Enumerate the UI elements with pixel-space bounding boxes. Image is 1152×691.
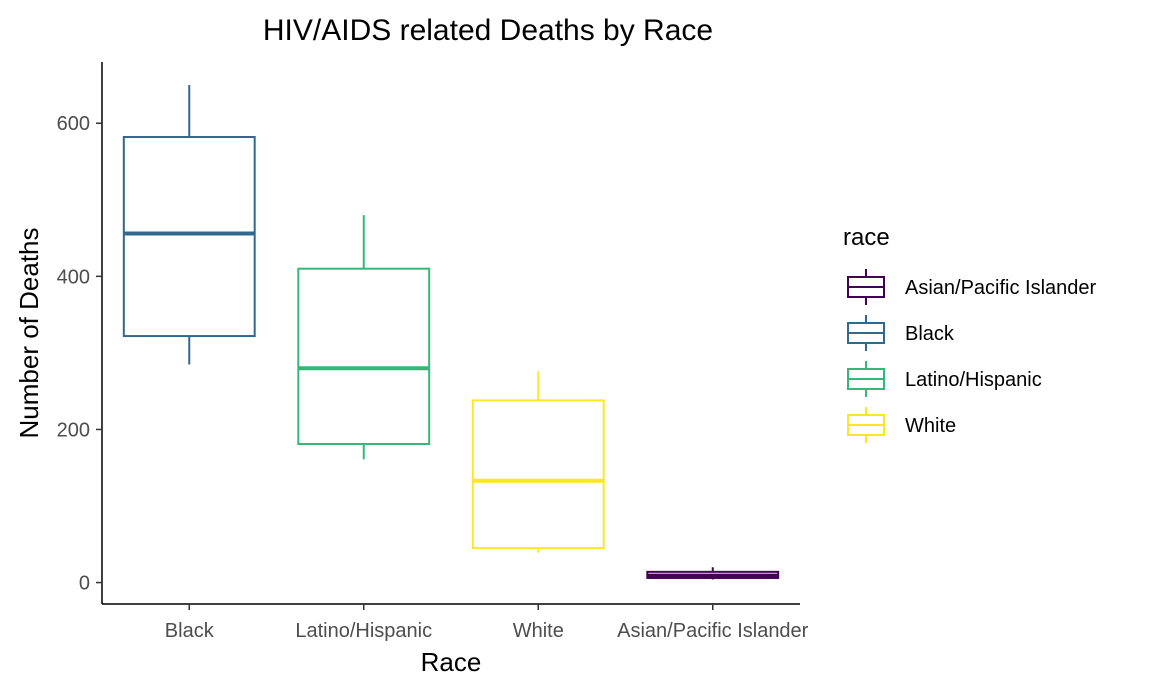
legend-label: Latino/Hispanic <box>905 369 1042 391</box>
y-tick-label: 400 <box>57 266 90 288</box>
x-tick-label: White <box>513 620 564 642</box>
legend-item: White <box>847 407 956 443</box>
box-white <box>471 371 605 553</box>
legend-label: Asian/Pacific Islander <box>905 277 1097 299</box>
y-axis-label: Number of Deaths <box>14 228 44 439</box>
x-axis-label: Race <box>421 647 482 677</box>
box-body <box>297 267 431 446</box>
legend-label: White <box>905 415 956 437</box>
y-axis-ticks: 0 200 400 600 <box>57 113 102 595</box>
box-latino-hispanic <box>297 215 431 460</box>
x-tick-label: Latino/Hispanic <box>295 620 432 642</box>
legend-item: Asian/Pacific Islander <box>847 269 1097 305</box>
chart-title: HIV/AIDS related Deaths by Race <box>263 14 713 47</box>
x-tick-label: Black <box>165 620 215 642</box>
y-tick-label: 600 <box>57 113 90 135</box>
box-body <box>122 136 256 338</box>
legend-item: Latino/Hispanic <box>847 361 1042 397</box>
y-tick-label: 0 <box>79 573 90 595</box>
plot-area <box>122 84 780 580</box>
x-axis-ticks: Black Latino/Hispanic White Asian/Pacific I… <box>165 604 809 642</box>
legend-item: Black <box>847 315 955 351</box>
x-tick-label: Asian/Pacific Islander <box>617 620 809 642</box>
box-body <box>471 399 605 550</box>
y-tick-label: 200 <box>57 419 90 441</box>
box-black <box>122 84 256 365</box>
legend-items: Asian/Pacific Islander Black Latino/Hispan… <box>847 269 1097 443</box>
legend-label: Black <box>905 323 955 345</box>
box-asian-pacific-islander <box>646 567 780 580</box>
legend: race Asian/Pacific Islander Black Latino/H… <box>843 224 1097 443</box>
legend-title: race <box>843 224 890 251</box>
